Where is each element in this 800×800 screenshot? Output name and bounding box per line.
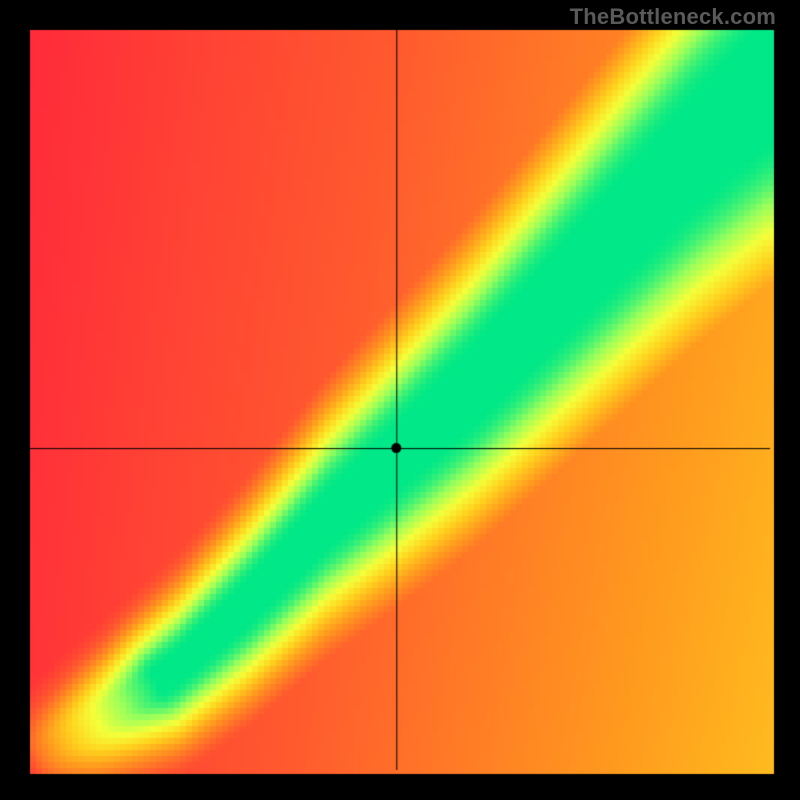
heatmap-canvas: [0, 0, 800, 800]
watermark: TheBottleneck.com: [570, 4, 776, 30]
chart-container: TheBottleneck.com: [0, 0, 800, 800]
